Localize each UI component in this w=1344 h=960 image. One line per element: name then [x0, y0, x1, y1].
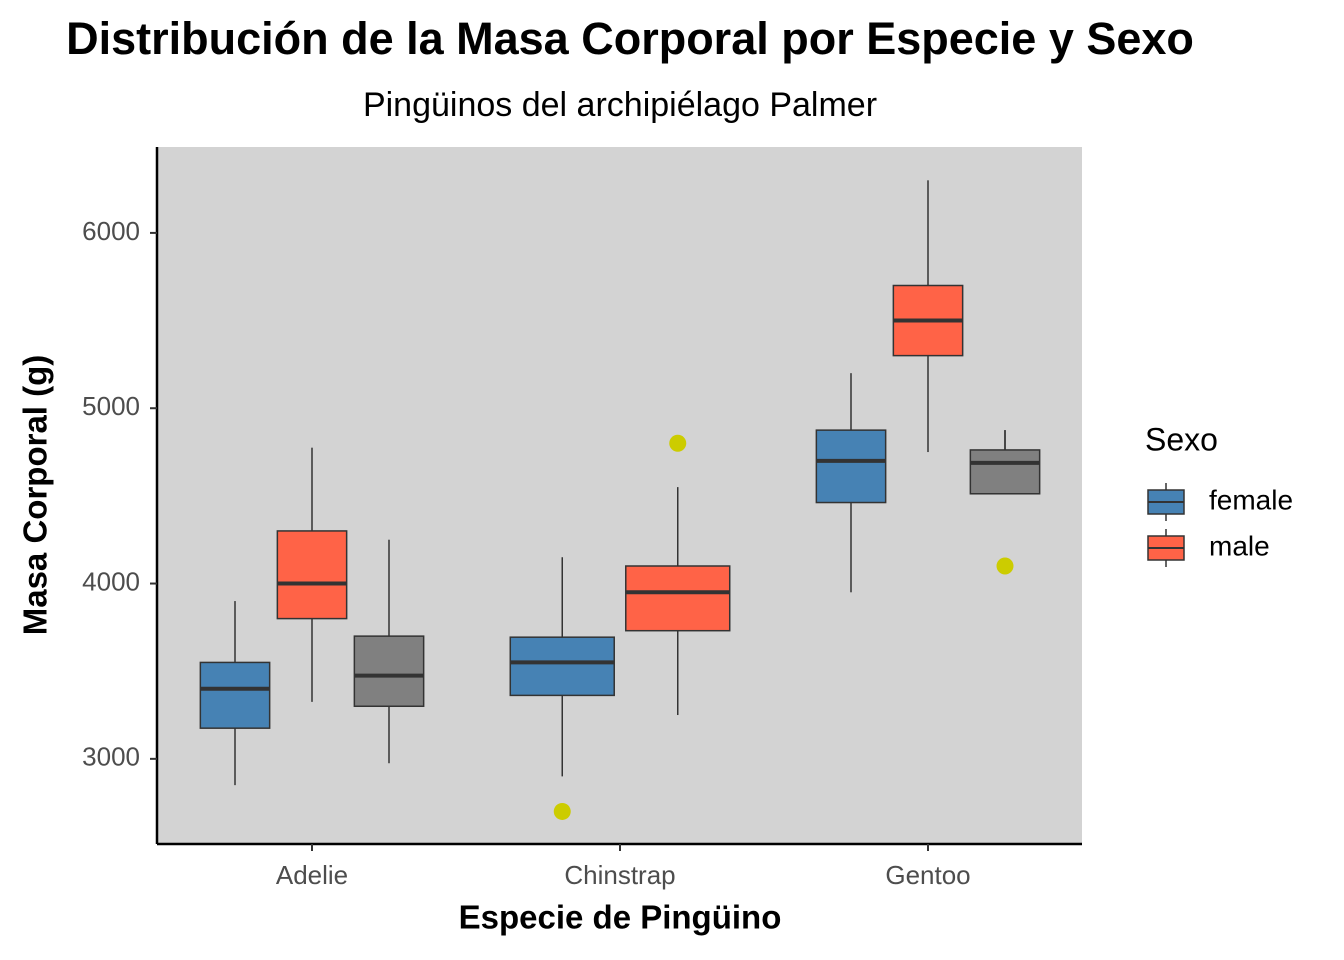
box	[276, 530, 348, 620]
box	[199, 661, 271, 729]
y-axis-title: Masa Corporal (g)	[17, 355, 54, 636]
y-tick-label: 6000	[82, 216, 140, 246]
x-tick-label: Chinstrap	[564, 860, 675, 890]
legend-item: female	[1147, 483, 1293, 521]
y-tick-label: 5000	[82, 391, 140, 421]
legend-label: female	[1209, 484, 1293, 515]
panel	[158, 147, 1082, 843]
chart-title: Distribución de la Masa Corporal por Esp…	[66, 13, 1194, 64]
outlier	[553, 802, 571, 820]
x-axis-title: Especie de Pingüino	[459, 899, 782, 936]
box	[815, 429, 887, 504]
y-tick-label: 3000	[82, 742, 140, 772]
box	[969, 449, 1041, 495]
chart-subtitle: Pingüinos del archipiélago Palmer	[363, 86, 877, 124]
legend-item: male	[1147, 529, 1270, 567]
legend-title: Sexo	[1145, 421, 1218, 457]
x-tick-label: Gentoo	[885, 860, 970, 890]
y-tick-label: 4000	[82, 566, 140, 596]
legend-label: male	[1209, 530, 1270, 561]
outlier	[669, 434, 687, 452]
box	[625, 565, 731, 632]
outlier	[996, 557, 1014, 575]
x-tick-label: Adelie	[276, 860, 348, 890]
box	[509, 636, 615, 697]
box	[353, 635, 425, 708]
